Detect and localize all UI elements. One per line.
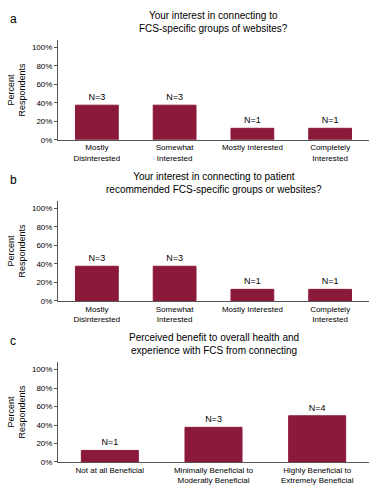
svg-text:60%: 60% (36, 80, 52, 89)
svg-text:N=4: N=4 (309, 403, 326, 413)
svg-text:0%: 0% (41, 458, 53, 467)
svg-text:PercentRespondents: PercentRespondents (6, 224, 28, 278)
svg-text:Highly Beneficial toExtremely: Highly Beneficial toExtremely Beneficial (281, 466, 354, 485)
svg-text:Mostly Interested: Mostly Interested (222, 143, 283, 152)
svg-text:N=1: N=1 (322, 276, 339, 286)
svg-text:100%: 100% (32, 365, 52, 374)
svg-text:PercentRespondents: PercentRespondents (6, 63, 28, 117)
svg-text:20%: 20% (36, 278, 52, 287)
svg-text:N=1: N=1 (322, 115, 339, 125)
svg-text:MostlyDisinterested: MostlyDisinterested (74, 143, 121, 162)
svg-text:60%: 60% (36, 241, 52, 250)
svg-text:Minimally Beneficial toModerat: Minimally Beneficial toModeratly Benefic… (174, 466, 254, 485)
svg-text:20%: 20% (36, 117, 52, 126)
svg-text:SomewhatInterested: SomewhatInterested (156, 305, 195, 324)
svg-text:c: c (10, 334, 16, 348)
svg-text:CompletelyInterested: CompletelyInterested (310, 143, 350, 162)
svg-text:Your interest in connecting to: Your interest in connecting to patientre… (106, 171, 322, 195)
svg-text:b: b (10, 173, 17, 187)
svg-text:0%: 0% (41, 136, 53, 145)
svg-text:0%: 0% (41, 297, 53, 306)
svg-text:40%: 40% (36, 421, 52, 430)
svg-text:Your interest in connecting to: Your interest in connecting toFCS-specif… (139, 10, 288, 34)
svg-text:SomewhatInterested: SomewhatInterested (156, 143, 195, 162)
svg-text:40%: 40% (36, 260, 52, 269)
svg-text:Perceived benefit to overall h: Perceived benefit to overall health ande… (129, 332, 299, 356)
svg-text:Not at all Beneficial: Not at all Beneficial (76, 466, 145, 475)
svg-text:100%: 100% (32, 204, 52, 213)
svg-text:80%: 80% (36, 62, 52, 71)
svg-text:N=1: N=1 (244, 276, 261, 286)
svg-text:60%: 60% (36, 402, 52, 411)
svg-text:80%: 80% (36, 223, 52, 232)
svg-text:N=3: N=3 (88, 253, 105, 263)
svg-text:N=3: N=3 (88, 92, 105, 102)
svg-text:N=3: N=3 (205, 414, 222, 424)
svg-text:Mostly Interested: Mostly Interested (222, 305, 283, 314)
svg-text:N=1: N=1 (101, 437, 118, 447)
svg-text:MostlyDisinterested: MostlyDisinterested (74, 305, 121, 324)
svg-text:N=3: N=3 (166, 92, 183, 102)
svg-text:N=3: N=3 (166, 253, 183, 263)
svg-text:N=1: N=1 (244, 115, 261, 125)
svg-text:CompletelyInterested: CompletelyInterested (310, 305, 350, 324)
svg-text:a: a (10, 12, 17, 26)
svg-text:20%: 20% (36, 439, 52, 448)
svg-text:PercentRespondents: PercentRespondents (6, 385, 28, 439)
svg-text:40%: 40% (36, 99, 52, 108)
svg-text:100%: 100% (32, 43, 52, 52)
svg-text:80%: 80% (36, 384, 52, 393)
